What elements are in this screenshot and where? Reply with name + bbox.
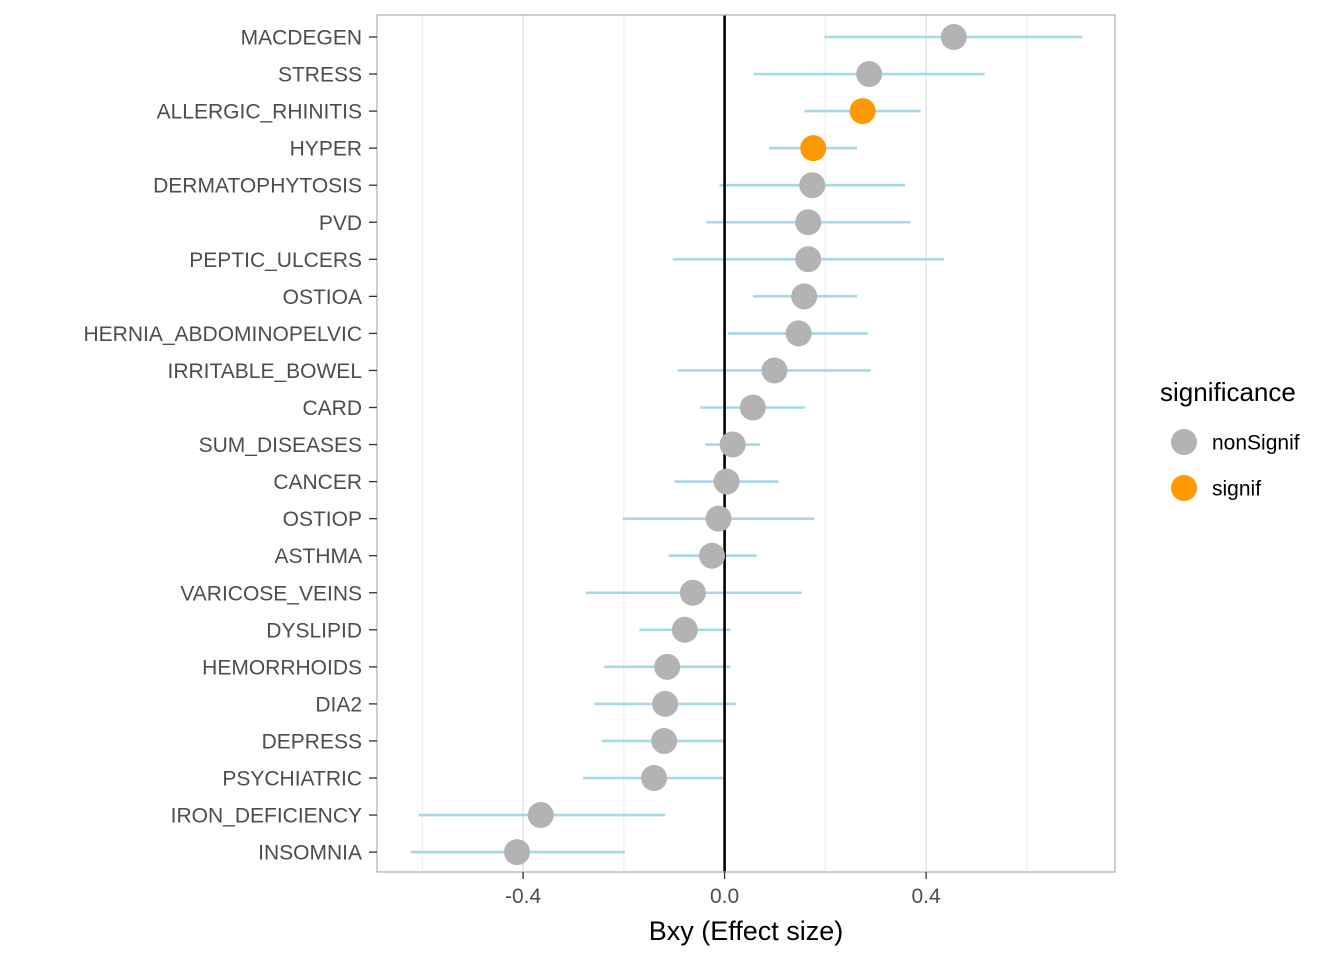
error-bars [410, 35, 1083, 854]
y-tick-label: CANCER [273, 471, 362, 494]
x-axis-title: Bxy (Effect size) [649, 916, 844, 946]
estimate-point [761, 357, 788, 384]
estimate-point [940, 24, 967, 50]
y-tick-label: DYSLIPID [266, 619, 362, 642]
y-tick-label: DEPRESS [262, 730, 362, 753]
estimate-point [705, 505, 732, 532]
y-tick-label: OSTIOP [283, 508, 362, 531]
y-tick-label: ASTHMA [274, 545, 362, 568]
estimate-point [785, 320, 812, 347]
estimate-point [698, 542, 725, 569]
estimate-point [651, 727, 678, 754]
y-axis-labels: MACDEGEN STRESS ALLERGIC_RHINITIS HYPER DERM… [83, 27, 377, 865]
y-tick-label: STRESS [278, 64, 362, 87]
y-tick-label: HYPER [290, 138, 362, 161]
y-tick-label: OSTIOA [283, 286, 362, 309]
estimate-point [527, 802, 554, 829]
legend-title: significance [1160, 377, 1296, 407]
legend: significance nonSignif signif [1160, 377, 1300, 501]
y-tick-label: PVD [319, 212, 362, 235]
legend-items: nonSignif signif [1171, 429, 1300, 501]
estimate-point [791, 283, 818, 310]
y-tick-label: DIA2 [315, 693, 362, 716]
estimate-point [856, 61, 883, 88]
estimate-point [652, 690, 679, 717]
estimate-point [795, 209, 822, 236]
y-tick-label: PEPTIC_ULCERS [189, 249, 362, 272]
y-tick-label: MACDEGEN [241, 27, 362, 50]
y-tick-label: IRRITABLE_BOWEL [168, 360, 363, 383]
x-axis-ticks: -0.4 0.0 0.4 [505, 872, 941, 908]
x-tick-label: -0.4 [505, 885, 542, 908]
estimate-points [504, 24, 967, 866]
legend-label: signif [1212, 478, 1261, 501]
y-tick-label: ALLERGIC_RHINITIS [157, 101, 362, 124]
estimate-point [795, 246, 822, 273]
y-tick-label: PSYCHIATRIC [222, 768, 362, 791]
y-tick-label: VARICOSE_VEINS [180, 582, 362, 605]
estimate-point [800, 135, 827, 162]
estimate-point [799, 172, 826, 199]
plot-panel-border [376, 14, 1116, 873]
estimate-point [719, 431, 746, 458]
estimate-point [504, 839, 531, 866]
estimate-point [641, 765, 668, 791]
estimate-point [849, 98, 876, 125]
y-tick-label: DERMATOPHYTOSIS [153, 175, 362, 198]
x-tick-label: 0.0 [710, 885, 739, 908]
legend-label: nonSignif [1212, 432, 1300, 455]
y-tick-label: CARD [302, 397, 362, 420]
y-tick-label: INSOMNIA [258, 842, 362, 865]
legend-swatch [1171, 475, 1197, 501]
y-tick-label: HEMORRHOIDS [202, 656, 362, 679]
y-tick-label: HERNIA_ABDOMINOPELVIC [83, 323, 362, 346]
y-tick-label: IRON_DEFICIENCY [171, 805, 362, 828]
estimate-point [739, 394, 766, 421]
legend-swatch [1171, 429, 1197, 455]
estimate-point [679, 579, 706, 606]
estimate-point [671, 616, 698, 643]
estimate-point [654, 653, 681, 680]
estimate-point [713, 468, 740, 495]
y-tick-label: SUM_DISEASES [199, 434, 362, 457]
x-tick-label: 0.4 [911, 885, 941, 908]
